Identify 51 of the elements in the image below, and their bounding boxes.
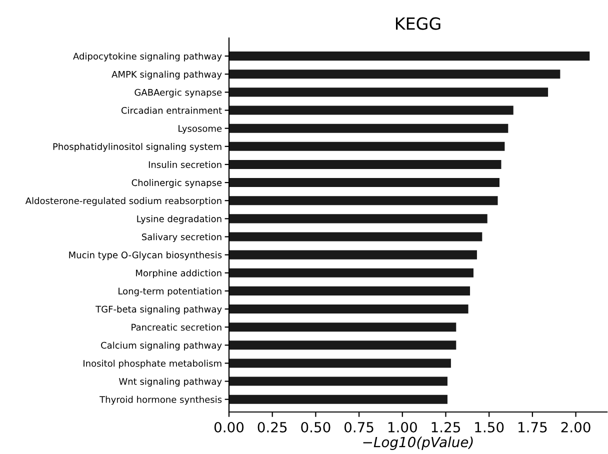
- x-tick-label: 0.50: [301, 422, 330, 432]
- y-tick-label: Mucin type O-Glycan biosynthesis: [69, 251, 222, 260]
- bar: [229, 196, 498, 206]
- bar: [229, 214, 488, 224]
- y-tick-label: TGF-beta signaling pathway: [96, 306, 222, 314]
- bar: [229, 394, 448, 404]
- y-tick-label: Adipocytokine signaling pathway: [73, 52, 222, 62]
- bar: [229, 88, 548, 97]
- y-tick-label: Cholinergic synapse: [132, 179, 222, 188]
- y-tick-label: Insulin secretion: [148, 161, 222, 168]
- y-tick-label: Phosphatidylinositol signaling system: [53, 142, 222, 152]
- y-tick-label: GABAergic synapse: [134, 88, 222, 98]
- bar: [229, 250, 477, 260]
- x-tick-label: 0.00: [214, 422, 244, 432]
- y-tick-label: Aldosterone-regulated sodium reabsorption: [25, 197, 222, 206]
- bar: [229, 232, 482, 242]
- bar: [229, 268, 474, 278]
- bar: [229, 106, 514, 115]
- y-tick-label: Pancreatic secretion: [132, 324, 222, 331]
- x-tick-label: 1.00: [388, 422, 417, 432]
- bar: [229, 142, 505, 151]
- bar: [229, 358, 451, 368]
- y-tick-label: Wnt signaling pathway: [118, 378, 222, 387]
- x-axis-title: −Log10(pValue): [363, 436, 473, 450]
- bar: [229, 304, 468, 314]
- y-tick-label: Thyroid hormone synthesis: [100, 396, 222, 405]
- bar: [229, 286, 470, 296]
- x-tick-label: 0.25: [258, 422, 287, 432]
- y-tick-label: Circadian entrainment: [121, 106, 222, 114]
- x-tick-label: 2.00: [561, 422, 590, 432]
- bar: [229, 124, 508, 133]
- bar: [229, 340, 456, 350]
- bar: [229, 52, 590, 61]
- y-tick-label: Inositol phosphate metabolism: [84, 360, 222, 369]
- x-tick-label: 1.50: [475, 422, 504, 432]
- bar: [229, 160, 502, 169]
- y-tick-label: Lysine degradation: [137, 215, 222, 224]
- bar: [229, 178, 500, 188]
- x-tick-label: 0.75: [344, 422, 374, 432]
- bar: [229, 322, 456, 332]
- bar: [229, 376, 448, 386]
- x-tick-label: 1.25: [432, 422, 460, 432]
- y-tick-label: Lysosome: [178, 125, 222, 134]
- y-tick-label: Salivary secretion: [142, 233, 222, 242]
- y-tick-label: AMPK signaling pathway: [112, 70, 222, 80]
- y-tick-label: Long-term potentiation: [118, 288, 222, 296]
- chart-title: KEGG: [396, 17, 440, 30]
- y-tick-label: Calcium signaling pathway: [101, 342, 222, 350]
- bar: [229, 70, 560, 79]
- y-tick-label: Morphine addiction: [136, 269, 222, 278]
- x-tick-label: 1.75: [518, 422, 547, 432]
